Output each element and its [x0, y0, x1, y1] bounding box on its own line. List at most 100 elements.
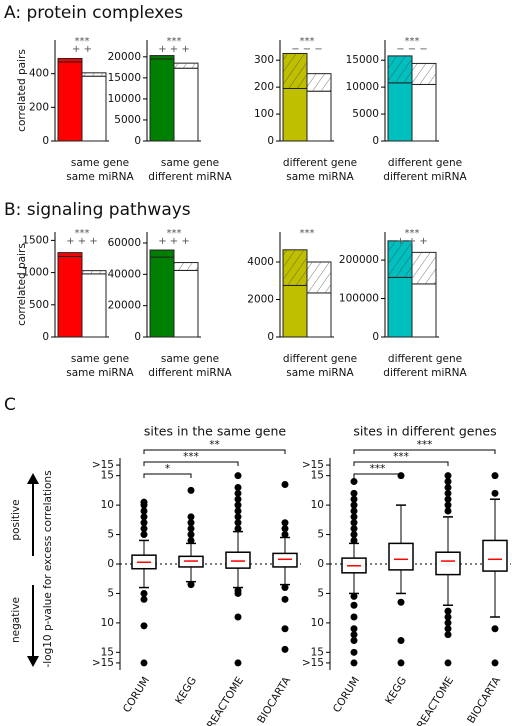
significance: *** [75, 36, 90, 47]
x-label: same miRNA [286, 367, 354, 379]
outlier [234, 501, 242, 509]
bar-segment [173, 67, 199, 142]
y-tick-label: 10 [311, 499, 324, 511]
bar-hatch [412, 63, 436, 85]
bar-segment [57, 61, 83, 142]
outlier [444, 619, 452, 627]
direction-label: positive [10, 499, 22, 540]
outlier [187, 486, 195, 494]
x-label: different gene [388, 353, 462, 365]
x-label: different gene [283, 157, 357, 169]
significance: + + + [158, 236, 190, 247]
outlier [281, 481, 289, 488]
y-tick-label: 400 [29, 68, 49, 80]
x-label: same miRNA [286, 171, 354, 183]
bar-hatch [174, 63, 198, 69]
outlier [444, 631, 452, 639]
outlier [397, 472, 405, 480]
y-tick-label: >15 [92, 657, 114, 669]
bar-segment [282, 284, 308, 338]
significance: *** [370, 463, 386, 475]
bar-segment [282, 87, 308, 142]
outlier [350, 513, 358, 521]
x-tick-label: REACTOME [415, 675, 456, 726]
bar-segment [81, 75, 107, 142]
y-tick-label: >15 [92, 459, 114, 471]
box [225, 551, 251, 569]
outlier [234, 525, 242, 533]
y-tick-label: 10 [101, 499, 114, 511]
significance: *** [417, 439, 433, 451]
bar-segment [411, 283, 437, 338]
significance: *** [167, 228, 182, 239]
outlier [444, 625, 452, 633]
y-tick-label: 20000 [108, 51, 141, 63]
outlier [444, 472, 452, 480]
bar-segment [173, 269, 199, 338]
outlier [444, 501, 452, 509]
outlier [140, 595, 148, 603]
outlier [397, 637, 405, 645]
y-tick-label: 100 [254, 108, 274, 120]
bar-segment [149, 256, 175, 338]
y-tick-label: 0 [42, 135, 49, 147]
y-tick-label: 500 [29, 299, 49, 311]
outlier [187, 513, 195, 521]
x-label: different gene [388, 157, 462, 169]
outlier [444, 489, 452, 497]
y-tick-label: 0 [107, 558, 114, 570]
x-label: same gene [71, 157, 129, 169]
outlier [187, 581, 195, 589]
outlier [234, 519, 242, 527]
outlier [234, 495, 242, 503]
bar-hatch [82, 72, 106, 77]
bar-hatch [412, 252, 436, 284]
panel-title: C [4, 395, 16, 415]
y-tick-label: 1500 [22, 234, 49, 246]
outlier [234, 613, 242, 621]
bar-hatch [174, 262, 198, 271]
outlier [140, 659, 148, 667]
y-tick-label: 15000 [346, 54, 379, 66]
y-tick-label: 60000 [108, 237, 141, 249]
x-tick-label: CORUM [121, 675, 152, 715]
outlier [350, 613, 358, 621]
outlier [444, 483, 452, 491]
y-tick-label: 2000 [247, 294, 274, 306]
bar-hatch [388, 240, 412, 278]
y-tick-label: 0 [372, 135, 379, 147]
significance: + + + [158, 44, 190, 55]
x-tick-label: BIOCARTA [255, 674, 293, 725]
outlier [281, 525, 289, 533]
bar-hatch [58, 252, 82, 257]
arrow-head [27, 473, 39, 484]
x-label: different miRNA [383, 171, 467, 183]
outlier [397, 598, 405, 606]
subplot-title: sites in the same gene [144, 424, 286, 439]
significance: *** [405, 36, 420, 47]
outlier [350, 536, 358, 544]
y-tick-label: 0 [134, 135, 141, 147]
outlier [140, 507, 148, 515]
x-tick-label: BIOCARTA [465, 674, 503, 725]
outlier [187, 536, 195, 544]
outlier [350, 659, 358, 667]
outlier [350, 637, 358, 645]
y-label: correlated pairs [16, 243, 28, 326]
y-tick-label: 5 [317, 587, 324, 599]
outlier [397, 659, 405, 667]
outlier [350, 625, 358, 633]
x-label: different miRNA [148, 367, 232, 379]
outlier [350, 601, 358, 609]
outlier [444, 507, 452, 515]
outlier [350, 495, 358, 503]
y-tick-label: 10000 [108, 93, 141, 105]
bar-hatch [82, 270, 106, 274]
x-label: different miRNA [383, 367, 467, 379]
box [272, 552, 298, 568]
outlier [140, 519, 148, 527]
y-tick-label: 40000 [108, 268, 141, 280]
bracket [143, 461, 239, 466]
significance: ** [209, 439, 220, 451]
outlier [350, 489, 358, 497]
